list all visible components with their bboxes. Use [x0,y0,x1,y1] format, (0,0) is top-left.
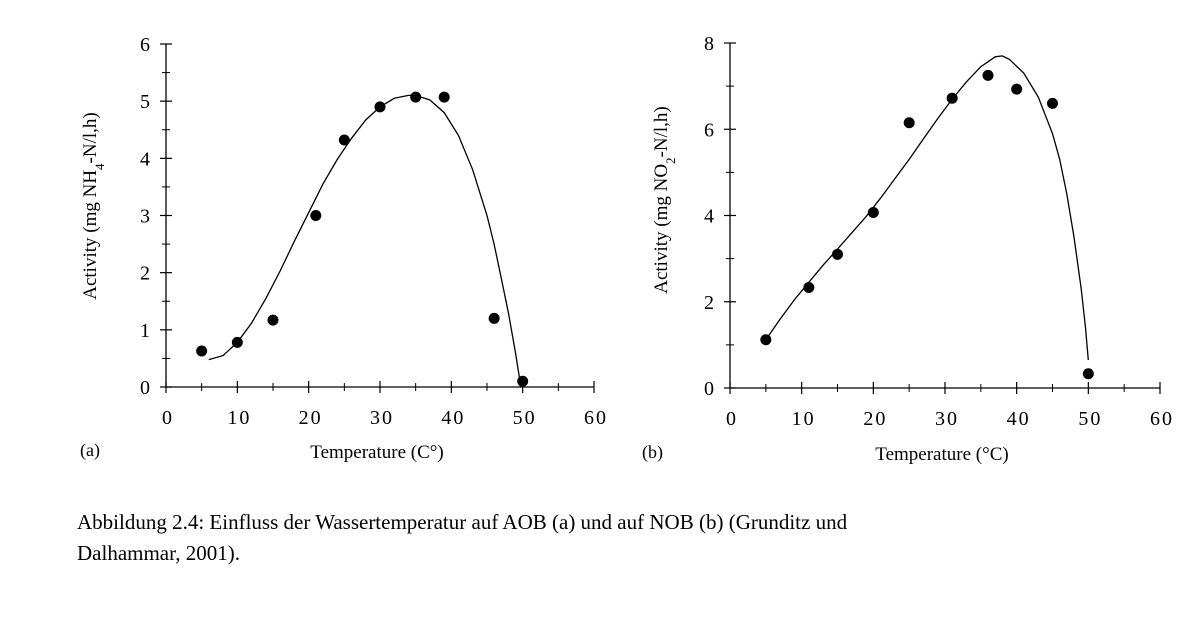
y-tick-label: 0 [140,377,150,399]
y-tick-label: 3 [140,206,150,228]
data-point [867,206,879,218]
x-tick-label: 20 [299,407,323,429]
caption-line-1: Abbildung 2.4: Einfluss der Wassertemper… [77,510,848,534]
caption-line-2: Dalhammar, 2001). [77,541,241,565]
data-point [1011,83,1023,95]
y-tick-label: 8 [704,33,714,55]
x-tick-label: 30 [935,408,959,430]
y-tick-label: 2 [140,263,150,285]
x-tick-label: 50 [1078,408,1102,430]
fit-curve [765,55,1089,361]
y-tick-label: 6 [140,34,150,56]
data-point [946,92,958,104]
data-point [267,314,279,326]
data-point [1047,97,1058,109]
x-tick-label: 40 [1007,408,1031,430]
y-axis-title: Activity (mg NH4-N/l,h) [80,112,107,300]
x-tick-label: 10 [227,407,251,429]
data-point [338,134,350,146]
y-tick-label: 1 [140,320,150,342]
x-tick-label: 0 [162,407,174,429]
x-tick-label: 60 [584,407,608,429]
data-point [1082,368,1094,380]
data-point [760,334,772,346]
y-axis-title: Activity (mg NO2-N/l,h) [651,106,678,294]
x-axis-title: Temperature (°C) [875,444,1008,465]
y-tick-label: 4 [140,148,150,170]
x-tick-label: 30 [370,407,394,429]
x-tick-label: 40 [441,407,465,429]
data-point [438,91,450,103]
panel-label: (b) [642,442,663,463]
x-tick-label: 20 [863,408,887,430]
y-tick-label: 0 [704,378,714,400]
figure-caption: Abbildung 2.4: Einfluss der Wassertemper… [77,507,1157,569]
x-axis-title: Temperature (C°) [310,442,443,463]
panel-label: (a) [80,440,100,461]
data-point [196,345,208,357]
data-point [488,312,500,324]
data-point [803,282,815,294]
data-point [517,375,529,387]
data-point [231,336,243,348]
x-tick-label: 60 [1150,408,1174,430]
data-point [374,101,386,113]
y-tick-label: 2 [704,292,714,314]
y-tick-label: 6 [704,119,714,141]
data-point [310,210,322,221]
data-point [410,91,422,103]
data-point [903,117,915,129]
data-point [832,248,843,260]
y-tick-label: 4 [704,206,714,228]
fit-curve [208,94,522,388]
x-tick-label: 0 [726,408,738,430]
x-tick-label: 50 [513,407,537,429]
x-tick-label: 10 [792,408,816,430]
y-tick-label: 5 [140,91,150,113]
chart-b: 0 2 4 6 8 0 10 20 30 40 50 60 Temperature (°C) Activi… [642,33,1174,465]
data-point [982,69,994,81]
